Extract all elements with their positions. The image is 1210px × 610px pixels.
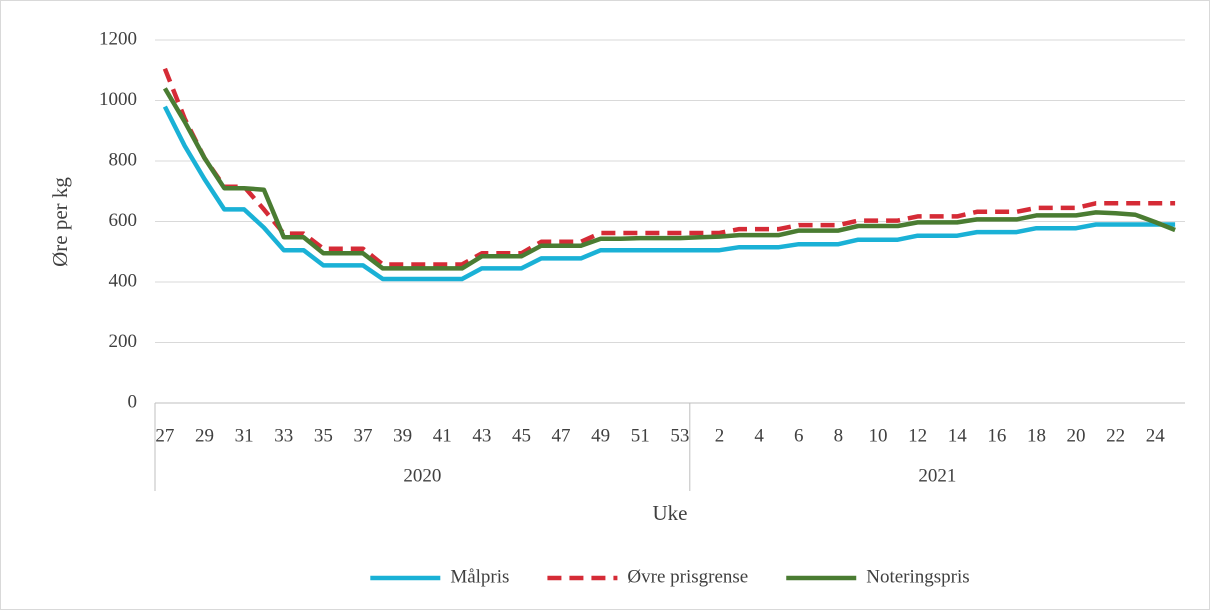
x-tick-label: 45: [512, 425, 531, 446]
x-tick-label: 51: [631, 425, 650, 446]
y-tick-label: 200: [109, 331, 138, 352]
x-tick-label: 49: [591, 425, 610, 446]
x-tick-label: 12: [908, 425, 927, 446]
x-tick-label: 18: [1027, 425, 1046, 446]
y-tick-label: 0: [128, 391, 138, 412]
x-tick-label: 47: [552, 425, 571, 446]
y-tick-label: 400: [109, 270, 138, 291]
y-tick-label: 1000: [99, 89, 137, 110]
x-tick-label: 35: [314, 425, 333, 446]
group-label: 2021: [918, 465, 956, 486]
x-tick-label: 37: [353, 425, 372, 446]
series-line: [162, 87, 1176, 271]
x-tick-label: 39: [393, 425, 412, 446]
y-tick-label: 600: [109, 210, 138, 231]
x-tick-label: 24: [1146, 425, 1166, 446]
y-tick-label: 1200: [99, 28, 137, 49]
x-axis-title: Uke: [653, 501, 688, 525]
group-label: 2020: [403, 465, 441, 486]
legend-label: Noteringspris: [866, 566, 969, 587]
x-tick-label: 10: [868, 425, 887, 446]
x-tick-label: 43: [472, 425, 491, 446]
x-tick-label: 33: [274, 425, 293, 446]
x-tick-label: 2: [715, 425, 725, 446]
x-tick-label: 6: [794, 425, 804, 446]
x-tick-label: 29: [195, 425, 214, 446]
x-tick-label: 4: [754, 425, 764, 446]
x-tick-label: 41: [433, 425, 452, 446]
x-tick-label: 14: [948, 425, 968, 446]
x-tick-label: 22: [1106, 425, 1125, 446]
x-tick-label: 31: [235, 425, 254, 446]
legend-label: Målpris: [450, 566, 509, 587]
series-line: [162, 105, 1176, 282]
series-line: [162, 67, 1176, 267]
x-tick-label: 8: [834, 425, 844, 446]
x-tick-label: 27: [155, 425, 174, 446]
x-tick-label: 16: [987, 425, 1006, 446]
y-axis-title: Øre per kg: [48, 177, 72, 267]
legend-label: Øvre prisgrense: [627, 566, 748, 587]
x-tick-label: 20: [1067, 425, 1086, 446]
x-tick-label: 53: [670, 425, 689, 446]
y-tick-label: 800: [109, 149, 138, 170]
